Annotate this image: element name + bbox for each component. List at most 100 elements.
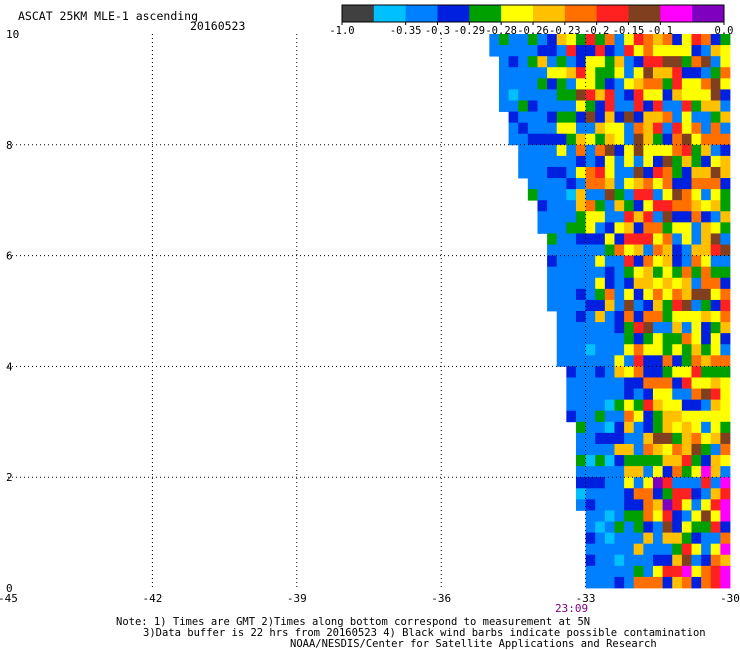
swath-cell — [518, 155, 529, 168]
swath-cell — [681, 288, 692, 301]
swath-cell — [585, 532, 596, 545]
swath-cell — [575, 133, 586, 146]
swath-cell — [624, 510, 635, 522]
swath-cell — [672, 244, 683, 256]
swath-cell — [633, 211, 644, 223]
swath-cell — [604, 266, 615, 279]
swath-cell — [710, 166, 721, 179]
swath-cell — [508, 78, 519, 90]
swath-cell — [701, 100, 712, 112]
swath-cell — [527, 45, 538, 57]
swath-cell — [624, 366, 635, 378]
swath-cell — [710, 344, 721, 356]
swath-cell — [720, 277, 731, 290]
swath-cell — [662, 45, 673, 57]
swath-cell — [691, 344, 702, 356]
y-tick-label: 0 — [6, 582, 13, 595]
colorbar-swatch — [469, 5, 502, 22]
swath-cell — [575, 344, 586, 356]
swath-cell — [614, 532, 625, 545]
swath-cell — [585, 233, 596, 245]
swath-cell — [710, 477, 721, 489]
swath-cell — [595, 576, 606, 589]
swath-cell — [633, 122, 644, 135]
swath-cell — [652, 311, 664, 323]
swath-cell — [614, 299, 625, 312]
swath-cell — [672, 67, 683, 79]
y-tick-label: 4 — [6, 360, 13, 373]
swath-cell — [691, 521, 702, 533]
swath-cell — [681, 67, 692, 79]
swath-cell — [662, 377, 673, 389]
swath-cell — [547, 222, 558, 234]
swath-cell — [624, 399, 635, 412]
swath-cell — [633, 432, 644, 445]
x-tick-label: -30 — [720, 592, 740, 605]
swath-cell — [595, 333, 606, 345]
swath-cell — [575, 443, 586, 456]
swath-cell — [633, 554, 644, 567]
swath-cell — [710, 178, 721, 190]
swath-cell — [662, 89, 673, 101]
swath-cell — [575, 144, 586, 157]
swath-cell — [624, 111, 635, 124]
swath-cell — [585, 78, 596, 90]
swath-cell — [672, 366, 683, 378]
swath-cell — [604, 543, 615, 556]
swath-cell — [585, 355, 596, 367]
swath-cell — [662, 322, 673, 334]
swath-cell — [681, 554, 692, 567]
swath-cell — [614, 189, 625, 201]
swath-cell — [527, 111, 538, 124]
swath-cell — [720, 133, 731, 146]
swath-cell — [566, 67, 577, 79]
swath-cell — [652, 388, 664, 401]
swath-cell — [633, 333, 644, 345]
swath-cell — [691, 277, 702, 290]
swath-cell — [672, 288, 683, 301]
swath-cell — [547, 111, 558, 124]
swath-cell — [720, 410, 731, 423]
swath-cell — [662, 366, 673, 378]
swath-cell — [566, 333, 577, 345]
swath-cell — [681, 565, 692, 578]
swath-cell — [720, 111, 731, 124]
swath-cell — [624, 455, 635, 467]
swath-cell — [662, 56, 673, 68]
swath-cell — [604, 78, 615, 90]
swath-cell — [537, 100, 548, 112]
swath-cell — [585, 432, 596, 445]
swath-cell — [633, 89, 644, 101]
swath-cell — [585, 133, 596, 146]
swath-cell — [652, 443, 664, 456]
swath-cell — [652, 333, 664, 345]
swath-cell — [652, 543, 664, 556]
swath-cell — [720, 89, 731, 101]
swath-cell — [633, 322, 644, 334]
swath-cell — [662, 477, 673, 489]
swath-cell — [595, 554, 606, 567]
swath-cell — [720, 521, 731, 533]
swath-cell — [681, 488, 692, 500]
swath-cell — [614, 78, 625, 90]
swath-cell — [681, 443, 692, 456]
swath-cell — [547, 78, 558, 90]
swath-cell — [604, 155, 615, 168]
chart-title: ASCAT 25KM MLE-1 ascending — [18, 9, 199, 23]
swath-cell — [566, 366, 577, 378]
swath-cell — [575, 211, 586, 223]
swath-cell — [633, 144, 644, 157]
swath-cell — [614, 244, 625, 256]
swath-cell — [633, 499, 644, 511]
swath-cell — [518, 89, 529, 101]
swath-cell — [643, 111, 654, 124]
swath-cell — [710, 355, 721, 367]
swath-cell — [614, 377, 625, 389]
swath-cell — [614, 100, 625, 112]
swath-cell — [720, 543, 731, 556]
swath-cell — [643, 388, 654, 401]
swath-cell — [498, 67, 509, 79]
swath-cell — [604, 443, 615, 456]
swath-cell — [681, 34, 692, 46]
swath-cell — [691, 466, 702, 478]
